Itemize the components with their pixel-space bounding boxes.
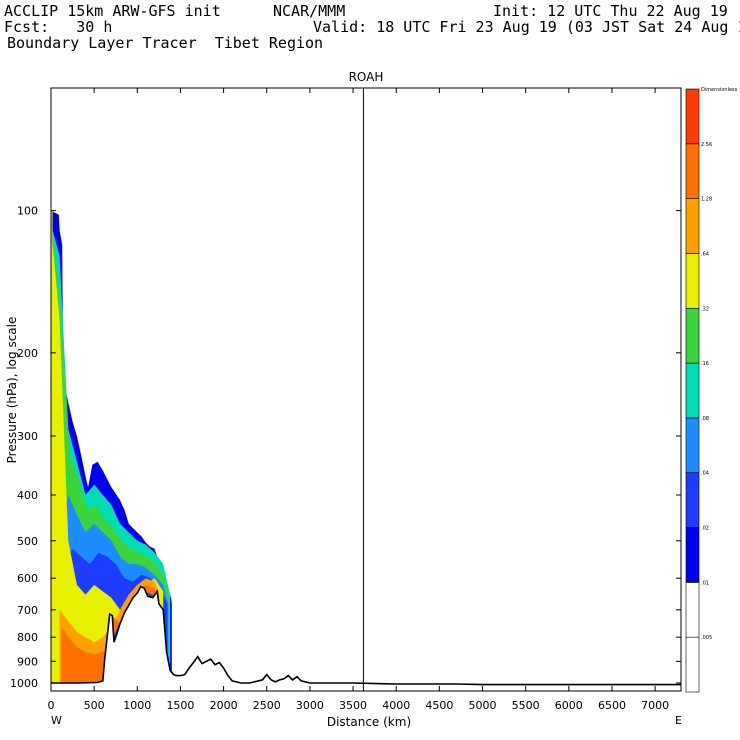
y-axis-ticks: 100 200 300 400 500 600 700 800 900 1000 <box>10 205 681 690</box>
colorbar-level-label: .01 <box>701 580 709 586</box>
x-tick-label: 0 <box>48 699 55 712</box>
y-tick-label: 800 <box>17 631 38 644</box>
colorbar-swatch <box>685 527 700 583</box>
x-tick-label: 3000 <box>296 699 324 712</box>
init-time: Init: 12 UTC Thu 22 Aug 19 <box>493 2 728 20</box>
colorbar-legend: .005 .01 .02 .04 .08 .16 .32 .64 1.28 2.56 Dimensi… <box>685 87 738 693</box>
organization-label: NCAR/MMM <box>273 2 346 20</box>
colorbar-swatch <box>685 253 700 309</box>
y-tick-label: 400 <box>17 489 38 502</box>
x-tick-label: 1000 <box>123 699 151 712</box>
valid-time: Valid: 18 UTC Fri 23 Aug 19 (03 JST Sat … <box>313 18 740 36</box>
colorbar-level-label: .08 <box>701 416 709 422</box>
x-axis-label: Distance (km) <box>327 715 411 729</box>
colorbar-level-label: .02 <box>701 526 709 532</box>
y-tick-label: 500 <box>17 535 38 548</box>
y-tick-label: 300 <box>17 430 38 443</box>
x-tick-label: 2500 <box>253 699 281 712</box>
colorbar-swatch <box>685 143 700 199</box>
x-tick-label: 4000 <box>382 699 410 712</box>
colorbar-level-label: 1.28 <box>701 197 712 203</box>
colorbar-level-label: Dimensionless <box>701 87 738 93</box>
model-title: ACCLIP 15km ARW-GFS init <box>4 2 221 20</box>
colorbar-level-label: .04 <box>701 471 709 477</box>
colorbar-swatch <box>685 198 700 254</box>
product-title: Boundary Layer Tracer Tibet Region <box>7 34 324 52</box>
x-tick-label: 500 <box>84 699 105 712</box>
colorbar-level-label: .16 <box>701 361 709 367</box>
colorbar-level-label: .005 <box>701 635 712 641</box>
colorbar-swatch <box>685 307 700 364</box>
colorbar-swatch <box>685 472 700 528</box>
colorbar-swatch <box>685 88 700 145</box>
x-tick-label: 6500 <box>598 699 626 712</box>
forecast-hour: Fcst: 30 h <box>4 18 113 36</box>
y-axis-label: Pressure (hPa), log scale <box>5 317 19 464</box>
y-tick-label: 700 <box>17 604 38 617</box>
y-tick-label: 1000 <box>10 677 38 690</box>
x-tick-label: 2000 <box>210 699 238 712</box>
x-tick-label: 6000 <box>555 699 583 712</box>
y-tick-label: 100 <box>17 205 38 218</box>
colorbar-level-label: .32 <box>701 306 709 312</box>
y-tick-label: 900 <box>17 655 38 668</box>
tracer-fill-layers <box>51 210 172 684</box>
terrain-layer <box>51 585 681 691</box>
plot-frame <box>50 87 682 692</box>
terrain-mask <box>51 586 681 691</box>
colorbar-swatch <box>685 417 700 474</box>
y-tick-label: 200 <box>17 347 38 360</box>
x-tick-label: 5500 <box>512 699 540 712</box>
x-tick-label: 3500 <box>339 699 367 712</box>
colorbar-level-label: 2.56 <box>701 142 712 148</box>
colorbar-swatch <box>685 636 700 693</box>
x-tick-label: 4500 <box>425 699 453 712</box>
chart-title: ROAH <box>349 70 384 84</box>
x-tick-label: 7000 <box>641 699 669 712</box>
x-tick-label: 1500 <box>166 699 194 712</box>
colorbar-swatch <box>685 582 700 638</box>
west-end-label: W <box>51 714 62 727</box>
east-end-label: E <box>675 714 682 727</box>
y-tick-label: 600 <box>17 572 38 585</box>
colorbar-level-label: .64 <box>701 251 709 257</box>
colorbar-swatch <box>685 362 700 419</box>
x-axis-ticks: 0 500 1000 1500 2000 2500 3000 3500 4000 4500 5000… <box>48 88 669 712</box>
x-tick-label: 5000 <box>469 699 497 712</box>
terrain-line <box>51 585 681 686</box>
